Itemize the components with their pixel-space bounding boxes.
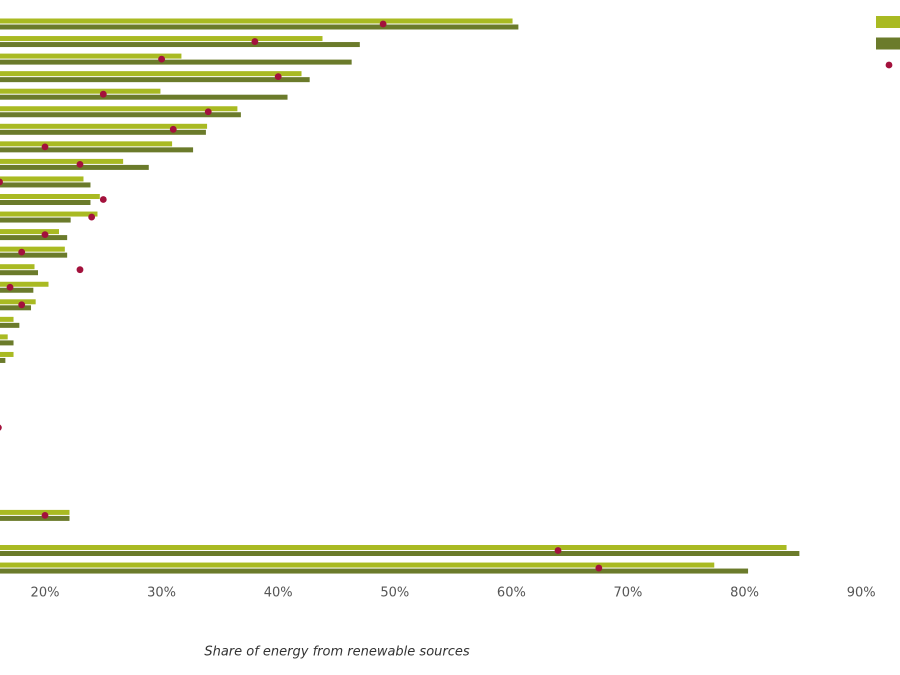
dot-marker — [41, 143, 49, 151]
bar — [0, 246, 65, 252]
x-tick-label: 70% — [614, 586, 643, 601]
dot-marker — [251, 38, 259, 45]
dot-marker — [0, 424, 2, 431]
bar — [0, 252, 68, 258]
dot-marker — [99, 90, 107, 98]
bar — [0, 334, 8, 340]
bar — [0, 509, 70, 515]
dot-marker — [76, 266, 84, 274]
dot-marker — [595, 564, 603, 572]
dot-marker — [41, 231, 49, 239]
bar — [0, 287, 34, 293]
bar — [0, 340, 14, 346]
bar — [0, 316, 14, 322]
bar — [0, 53, 182, 59]
bar — [0, 71, 302, 77]
bar — [0, 515, 70, 521]
bar — [0, 299, 36, 305]
legend-swatch — [876, 16, 900, 28]
dot-marker — [0, 178, 3, 186]
bar — [0, 36, 323, 42]
bar — [0, 229, 59, 235]
dot-marker — [76, 161, 84, 168]
dot-marker — [18, 248, 26, 256]
bar — [0, 551, 800, 556]
bar — [0, 59, 352, 65]
x-tick-label: 50% — [380, 586, 409, 601]
bar — [0, 182, 91, 188]
bar — [0, 112, 241, 118]
x-tick-label: 20% — [31, 586, 60, 601]
bar — [0, 164, 149, 170]
bar — [0, 194, 100, 199]
bar — [0, 568, 749, 574]
dot-marker — [274, 73, 282, 81]
bar — [0, 94, 288, 100]
x-tick-label: 60% — [497, 586, 526, 601]
legend-swatch — [876, 37, 900, 50]
bar — [0, 322, 20, 328]
dot-marker — [379, 20, 387, 28]
bar — [0, 176, 84, 182]
bar — [0, 264, 35, 270]
bar — [0, 18, 513, 24]
bar — [0, 123, 208, 129]
bar — [0, 235, 68, 241]
bar — [0, 270, 39, 276]
bar — [0, 106, 238, 112]
dot-marker — [204, 108, 212, 116]
x-tick-label: 40% — [264, 586, 293, 601]
bar — [0, 562, 715, 568]
dot-marker — [99, 196, 107, 203]
x-tick-label: 80% — [730, 586, 759, 601]
bar — [0, 305, 32, 311]
x-tick-label: 90% — [847, 586, 876, 601]
dot-marker — [169, 125, 177, 133]
bar — [0, 42, 360, 48]
dot-marker — [41, 512, 49, 519]
bar — [0, 281, 49, 287]
bar — [0, 217, 71, 223]
bar — [0, 200, 91, 205]
dot-marker — [554, 547, 562, 554]
bar — [0, 211, 98, 217]
x-tick-label: 30% — [147, 586, 176, 601]
bar — [0, 351, 14, 357]
bar — [0, 158, 124, 164]
dot-marker — [88, 213, 96, 221]
bar — [0, 77, 310, 83]
bar — [0, 24, 519, 30]
bar — [0, 357, 6, 363]
bar — [0, 88, 161, 94]
dot-marker — [6, 283, 14, 291]
legend-marker — [885, 61, 893, 69]
bar — [0, 141, 173, 147]
bar — [0, 147, 194, 153]
bar — [0, 545, 787, 550]
bar — [0, 129, 206, 135]
dot-marker — [158, 55, 166, 63]
dot-marker — [18, 301, 26, 309]
x-axis-title: Share of energy from renewable sources — [204, 645, 470, 660]
